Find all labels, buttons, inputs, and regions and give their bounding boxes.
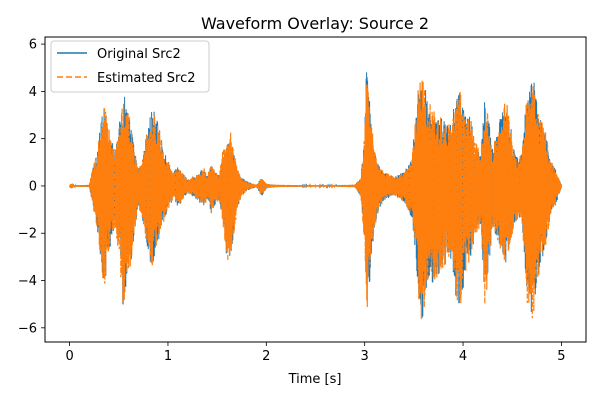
x-tick-label: 3 <box>361 349 369 364</box>
y-tick-label: −2 <box>18 227 37 242</box>
x-tick-label: 2 <box>262 349 270 364</box>
x-tick-label: 4 <box>459 349 467 364</box>
y-tick-label: −6 <box>18 321 37 336</box>
y-tick-label: 0 <box>29 179 37 194</box>
x-tick-label: 5 <box>557 349 565 364</box>
y-tick-label: 2 <box>29 132 37 147</box>
plot-frame <box>44 36 587 343</box>
legend-label-estimated: Estimated Src2 <box>97 71 196 86</box>
y-tick-label: 4 <box>29 85 37 100</box>
legend: Original Src2 Estimated Src2 <box>50 40 210 93</box>
legend-label-original: Original Src2 <box>97 47 181 62</box>
series-line-estimated <box>69 80 562 320</box>
y-axis: −6 −4 −2 0 2 4 6 <box>18 38 45 336</box>
x-tick-label: 1 <box>164 349 172 364</box>
series-layer <box>69 72 562 320</box>
x-axis: 0 1 2 3 4 5 <box>65 342 566 364</box>
x-tick-label: 0 <box>65 349 73 364</box>
y-tick-label: 6 <box>29 38 37 53</box>
chart-title: Waveform Overlay: Source 2 <box>201 14 429 33</box>
legend-frame <box>50 40 210 93</box>
x-axis-label: Time [s] <box>288 372 342 387</box>
y-tick-label: −4 <box>18 274 37 289</box>
